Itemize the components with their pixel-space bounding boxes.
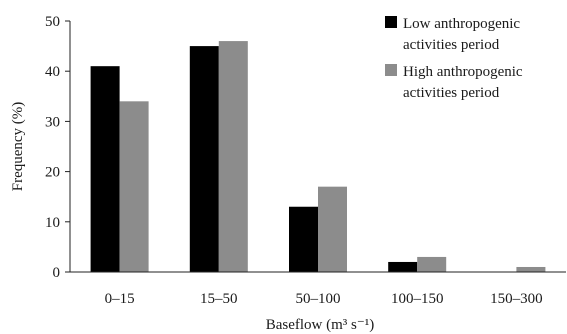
y-tick-label: 0 (53, 265, 61, 281)
legend-swatch-0 (385, 16, 397, 28)
legend: Low anthropogenic activities period High a… (385, 16, 523, 101)
x-tick-label: 50–100 (296, 291, 341, 307)
legend-label-0: Low anthropogenic activities period (403, 16, 520, 53)
y-tick-label: 10 (45, 215, 60, 231)
y-tick-label: 40 (45, 64, 60, 80)
y-tick-label: 50 (45, 14, 60, 30)
bar-low-3 (388, 261, 418, 272)
x-tick-label: 15–50 (200, 291, 238, 307)
legend-swatch-1 (385, 64, 397, 76)
bar-low-0 (90, 66, 120, 273)
bar-high-2 (318, 186, 347, 272)
bars-group (90, 41, 546, 273)
bar-high-0 (119, 101, 149, 272)
y-axis-label: Frequency (%) (10, 102, 26, 192)
x-tick-label: 150–300 (490, 291, 543, 307)
y-ticks-group: 0 10 20 30 40 50 (45, 14, 70, 281)
bar-low-2 (289, 206, 318, 272)
y-tick-label: 30 (45, 114, 60, 130)
x-tick-label: 0–15 (105, 291, 135, 307)
x-tick-label: 100–150 (391, 291, 444, 307)
y-tick-label: 20 (45, 165, 60, 181)
x-axis-label: Baseflow (m³ s⁻¹) (266, 317, 375, 333)
bar-high-1 (218, 41, 248, 272)
legend-label-1: High anthropogenic activities period (403, 64, 523, 101)
bar-low-1 (189, 46, 219, 272)
bar-high-3 (417, 256, 447, 272)
x-ticks-group: 0–15 15–50 50–100 100–150 150–300 (105, 291, 543, 307)
bar-high-4 (516, 266, 546, 272)
